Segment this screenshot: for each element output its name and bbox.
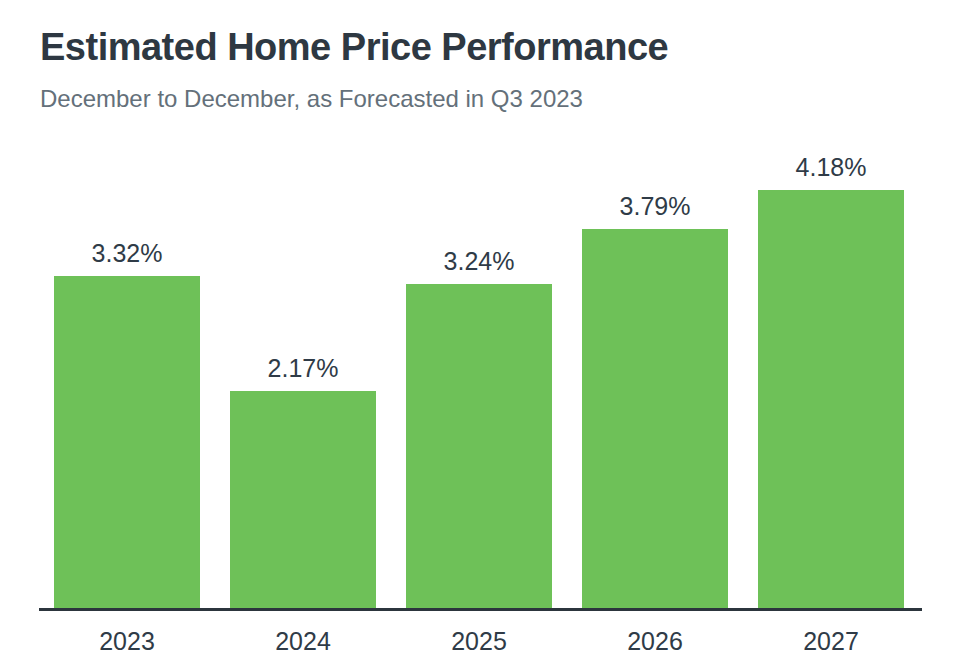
- bar-group: 3.24% 2025: [406, 247, 552, 608]
- x-axis-tick-label: 2027: [758, 627, 904, 656]
- bar-group: 3.79% 2026: [582, 192, 728, 608]
- x-axis-line: [39, 608, 922, 611]
- bar-value-label: 3.24%: [444, 247, 515, 276]
- bar-value-label: 2.17%: [268, 354, 339, 383]
- bar-group: 3.32% 2023: [54, 239, 200, 608]
- bar-group: 2.17% 2024: [230, 354, 376, 608]
- bar: [758, 190, 904, 608]
- bar: [54, 276, 200, 608]
- chart-canvas: Estimated Home Price Performance Decembe…: [0, 0, 960, 658]
- x-axis-tick-label: 2026: [582, 627, 728, 656]
- bar: [582, 229, 728, 608]
- x-axis-tick-label: 2024: [230, 627, 376, 656]
- x-axis-tick-label: 2025: [406, 627, 552, 656]
- bar-value-label: 3.79%: [620, 192, 691, 221]
- bar-value-label: 3.32%: [92, 239, 163, 268]
- bar: [406, 284, 552, 608]
- bar-group: 4.18% 2027: [758, 153, 904, 608]
- bar: [230, 391, 376, 608]
- bar-value-label: 4.18%: [796, 153, 867, 182]
- plot-area: 3.32% 2023 2.17% 2024 3.24% 2025 3.79% 2…: [39, 0, 922, 611]
- x-axis-tick-label: 2023: [54, 627, 200, 656]
